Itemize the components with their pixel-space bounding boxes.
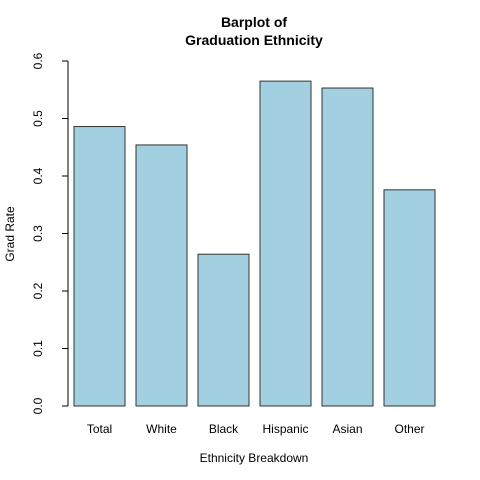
chart-title-line1: Barplot of xyxy=(221,14,287,30)
bar-hispanic xyxy=(259,80,312,407)
x-tick-label-black: Black xyxy=(209,422,239,436)
x-category-labels: Total White Black Hispanic Asian Other xyxy=(87,422,425,436)
bar-asian xyxy=(321,87,374,407)
y-tick-label: 0.0 xyxy=(31,397,45,414)
x-tick-label-hispanic: Hispanic xyxy=(262,422,308,436)
y-tick-label: 0.1 xyxy=(31,340,45,357)
x-axis-label: Ethnicity Breakdown xyxy=(200,451,309,465)
y-tick-label: 0.6 xyxy=(31,52,45,69)
y-tick-label: 0.5 xyxy=(31,110,45,127)
y-tick-label: 0.2 xyxy=(31,282,45,299)
bar-other xyxy=(383,189,436,407)
y-tick-label: 0.3 xyxy=(31,225,45,242)
bar-black xyxy=(197,253,250,407)
x-tick-label-total: Total xyxy=(87,422,112,436)
chart-title-line2: Graduation Ethnicity xyxy=(185,32,323,48)
x-tick-label-other: Other xyxy=(394,422,424,436)
y-axis-label: Grad Rate xyxy=(3,206,17,262)
bar-total xyxy=(73,126,126,407)
x-tick-label-asian: Asian xyxy=(332,422,362,436)
y-tick-label: 0.4 xyxy=(31,167,45,184)
bars-group xyxy=(73,80,436,407)
y-axis: 0.0 0.1 0.2 0.3 0.4 0.5 0.6 xyxy=(31,52,69,414)
bar-white xyxy=(135,144,188,407)
x-tick-label-white: White xyxy=(146,422,177,436)
